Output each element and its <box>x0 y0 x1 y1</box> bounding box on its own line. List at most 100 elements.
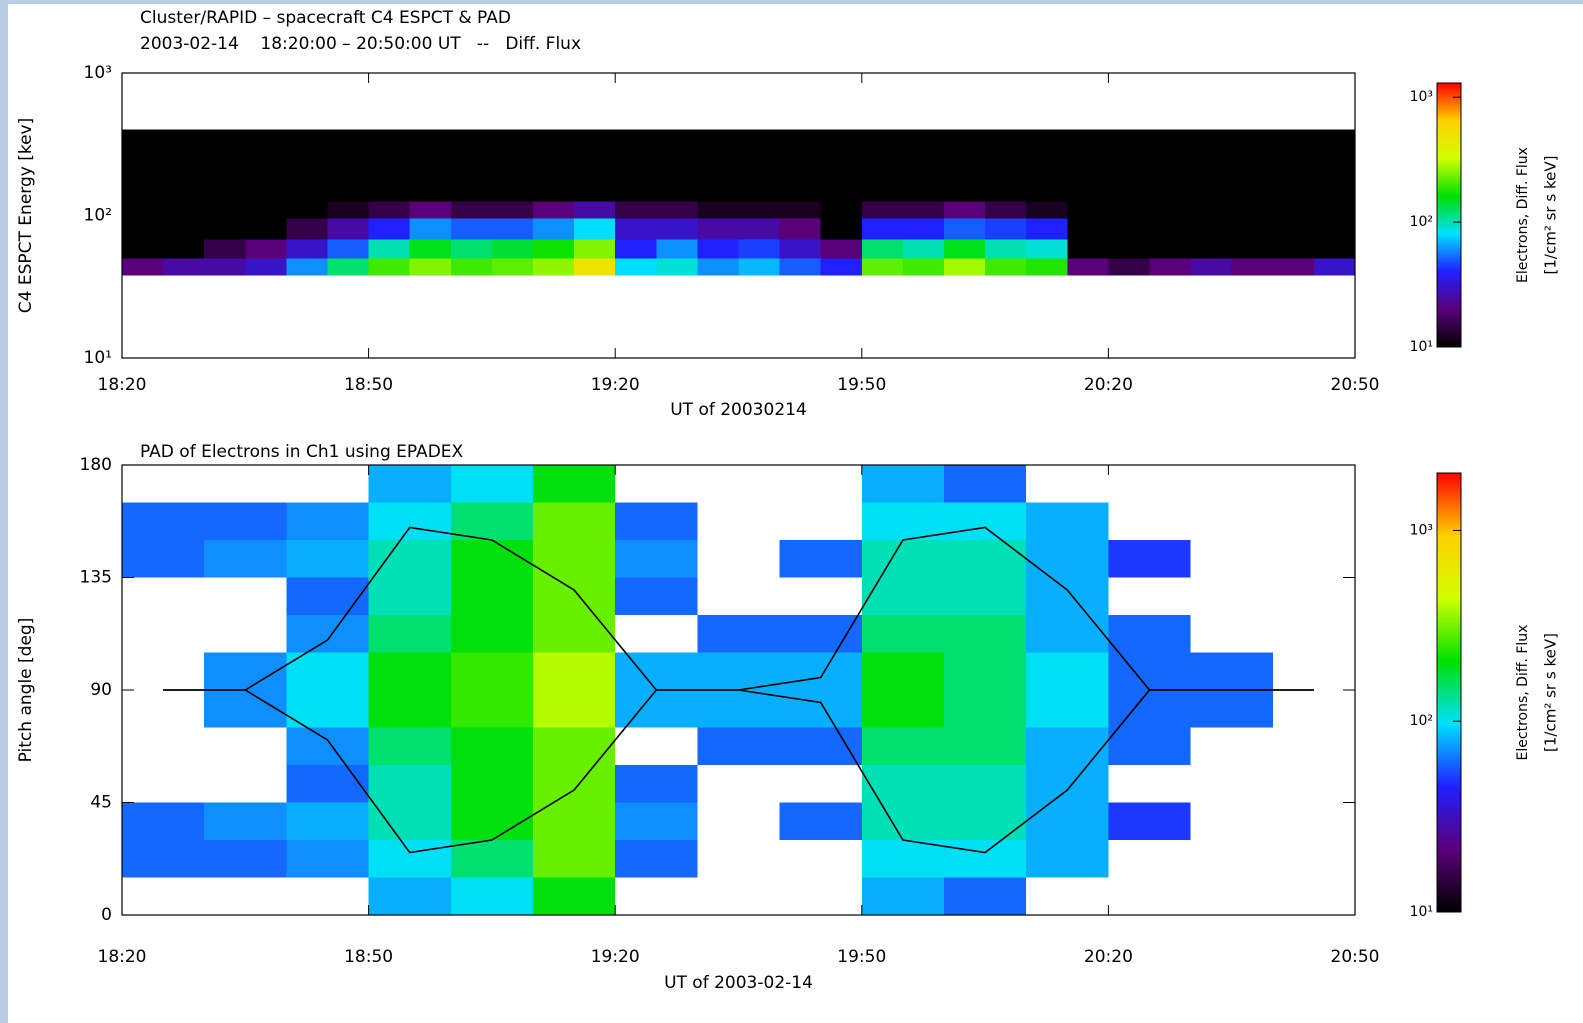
heatmap-cell <box>1231 258 1273 276</box>
heatmap-cell <box>409 258 451 276</box>
heatmap-cell <box>902 258 944 276</box>
heatmap-cell <box>1026 218 1068 240</box>
heatmap-cell <box>656 218 698 240</box>
heatmap-cell <box>944 577 1027 615</box>
heatmap-cell <box>944 218 986 240</box>
heatmap-cell <box>286 802 369 840</box>
heatmap-cell <box>985 218 1027 240</box>
heatmap-cell <box>861 239 903 259</box>
heatmap-cell <box>985 239 1027 259</box>
heatmap-cell <box>861 502 944 540</box>
heatmap-cell <box>533 239 575 259</box>
heatmap-cell <box>779 258 821 276</box>
heatmap-cell <box>450 840 533 878</box>
heatmap-cell <box>533 727 616 765</box>
heatmap-cell <box>204 840 287 878</box>
heatmap-cell <box>533 201 575 219</box>
heatmap-cell <box>450 129 492 202</box>
heatmap-cell <box>1026 201 1068 219</box>
heatmap-cell <box>574 129 616 202</box>
heatmap-cell <box>368 258 410 276</box>
heatmap-cell <box>533 615 616 653</box>
heatmap-cell <box>368 840 451 878</box>
heatmap-cell <box>1231 218 1273 240</box>
heatmap-cell <box>1026 765 1109 803</box>
heatmap-cell <box>450 577 533 615</box>
heatmap-cell <box>738 258 780 276</box>
colorbar <box>1436 82 1462 348</box>
x-tick-label: 18:20 <box>98 947 147 967</box>
heatmap-cell <box>574 258 616 276</box>
heatmap-cell <box>204 258 246 276</box>
heatmap-cell <box>820 218 862 240</box>
heatmap-cell <box>533 690 616 728</box>
chart-subtitle: 2003-02-14 18:20:00 – 20:50:00 UT -- Dif… <box>140 34 581 54</box>
heatmap-cell <box>1190 129 1232 202</box>
heatmap-cell <box>861 540 944 578</box>
heatmap-cell <box>533 577 616 615</box>
y-tick-label: 10³ <box>84 63 112 83</box>
heatmap-cell <box>286 129 328 202</box>
heatmap-cell <box>204 802 287 840</box>
heatmap-cell <box>779 615 862 653</box>
y-tick-label: 90 <box>90 680 112 700</box>
x-tick-label: 20:50 <box>1331 947 1380 967</box>
heatmap-cell <box>1108 239 1150 259</box>
heatmap-cell <box>1313 218 1355 240</box>
heatmap-cell <box>122 239 164 259</box>
heatmap-cell <box>615 652 698 690</box>
heatmap-cell <box>615 577 698 615</box>
heatmap-cell <box>1190 258 1232 276</box>
colorbar-tick-label: 10² <box>1410 713 1433 729</box>
colorbar-unit: [1/cm² sr s keV] <box>1542 633 1560 752</box>
heatmap-cell <box>1149 129 1191 202</box>
heatmap-cell <box>1026 540 1109 578</box>
heatmap-cell <box>1026 258 1068 276</box>
y-axis-label: Pitch angle [deg] <box>16 618 36 763</box>
heatmap-cell <box>985 201 1027 219</box>
heatmap-cell <box>861 877 944 915</box>
heatmap-cell <box>1231 239 1273 259</box>
x-tick-label: 19:50 <box>837 375 886 395</box>
heatmap-cell <box>861 577 944 615</box>
heatmap-cell <box>204 690 287 728</box>
chart-title: PAD of Electrons in Ch1 using EPADEX <box>140 442 464 462</box>
x-tick-label: 18:50 <box>344 375 393 395</box>
heatmap-cell <box>944 239 986 259</box>
heatmap-cell <box>533 258 575 276</box>
heatmap-cell <box>450 201 492 219</box>
heatmap-cell <box>944 465 1027 503</box>
heatmap-cell <box>368 540 451 578</box>
heatmap-cell <box>902 129 944 202</box>
heatmap-cell <box>533 802 616 840</box>
heatmap-cell <box>861 840 944 878</box>
heatmap-cell <box>286 840 369 878</box>
heatmap-cell <box>574 201 616 219</box>
heatmap-cell <box>245 201 287 219</box>
heatmap-cell <box>286 690 369 728</box>
heatmap-cell <box>574 218 616 240</box>
heatmap-cell <box>697 218 739 240</box>
heatmap-cell <box>368 690 451 728</box>
heatmap-cell <box>1313 258 1355 276</box>
heatmap-cell <box>1149 201 1191 219</box>
heatmap-cell <box>491 218 533 240</box>
heatmap-cell <box>615 502 698 540</box>
heatmap-cell <box>491 239 533 259</box>
heatmap-cell <box>1190 690 1273 728</box>
heatmap-cell <box>1231 129 1273 202</box>
heatmap-cell <box>204 218 246 240</box>
heatmap-cell <box>902 239 944 259</box>
heatmap-cell <box>1108 690 1191 728</box>
heatmap-cell <box>1108 727 1191 765</box>
heatmap-cell <box>1026 652 1109 690</box>
heatmap-cell <box>1231 201 1273 219</box>
heatmap-cell <box>944 802 1027 840</box>
x-axis-label: UT of 20030214 <box>670 400 807 420</box>
heatmap-cell <box>327 201 369 219</box>
heatmap-cell <box>491 129 533 202</box>
heatmap-cell <box>697 129 739 202</box>
heatmap-cell <box>944 615 1027 653</box>
heatmap-cell <box>533 652 616 690</box>
heatmap-cell <box>286 765 369 803</box>
